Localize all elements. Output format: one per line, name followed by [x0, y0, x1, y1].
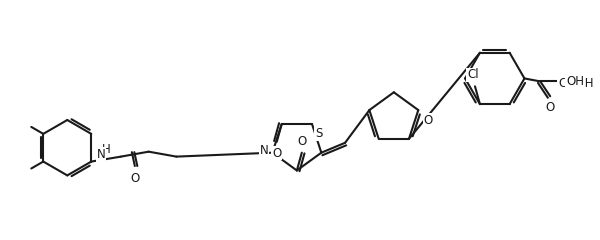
Text: OH: OH — [566, 75, 584, 88]
Text: O: O — [545, 101, 555, 114]
Text: H: H — [102, 143, 110, 156]
Text: N: N — [260, 144, 268, 157]
Text: COOH: COOH — [558, 77, 593, 90]
Text: O: O — [130, 172, 139, 185]
Text: Cl: Cl — [467, 68, 479, 81]
Text: O: O — [423, 114, 433, 127]
Text: O: O — [272, 147, 281, 160]
Text: O: O — [297, 135, 307, 148]
Text: N: N — [97, 148, 106, 161]
Text: S: S — [315, 127, 322, 140]
